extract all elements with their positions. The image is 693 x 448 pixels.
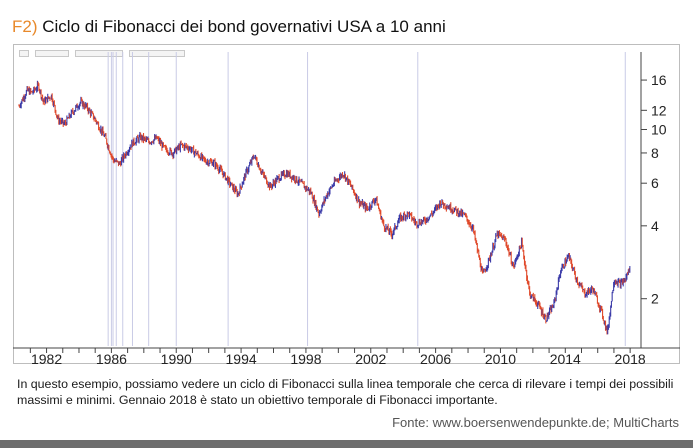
fibonacci-cycle-lines: [107, 52, 626, 346]
chart-title: F2) Ciclo di Fibonacci dei bond governat…: [12, 16, 446, 38]
y-tick-label: 4: [651, 218, 659, 234]
y-tick-label: 6: [651, 175, 659, 191]
y-tick-label: 8: [651, 145, 659, 161]
x-tick-label: 2006: [420, 351, 451, 364]
y-tick-label: 10: [651, 121, 667, 137]
chart-title-text: Ciclo di Fibonacci dei bond governativi …: [42, 17, 446, 36]
yield-chart: 1982 1986 1990 1994 1998 2002 2006 2010 2014 2018…: [13, 52, 680, 364]
y-tick-label: 12: [651, 102, 667, 118]
toolbar-chip: [35, 49, 69, 57]
toolbar-chip: [129, 49, 185, 57]
x-tick-label: 1994: [226, 351, 257, 364]
x-tick-label: 1986: [96, 351, 127, 364]
x-tick-label: 2018: [615, 351, 646, 364]
caption: In questo esempio, possiamo vedere un ci…: [17, 377, 674, 407]
source-credit: Fonte: www.boersenwendepunkte.de; MultiC…: [392, 415, 679, 430]
x-tick-label: 2002: [355, 351, 386, 364]
x-tick-label: 1998: [290, 351, 321, 364]
price-bars: [18, 80, 631, 335]
y-tick-label: 2: [651, 291, 659, 307]
figure-tag: F2): [12, 17, 38, 36]
y-tick-label: 16: [651, 72, 667, 88]
x-tick-label: 2014: [550, 351, 581, 364]
chart-toolbar: [19, 49, 185, 57]
x-tick-label: 2010: [485, 351, 516, 364]
toolbar-chip: [19, 49, 29, 57]
bottom-bar: [0, 440, 693, 448]
chart-frame: [13, 44, 680, 364]
x-tick-label: 1990: [161, 351, 192, 364]
y-axis: 2 4 6 8 10 12 16: [640, 52, 667, 348]
x-tick-label: 1982: [31, 351, 62, 364]
x-axis: 1982 1986 1990 1994 1998 2002 2006 2010 2014 2018: [13, 347, 680, 364]
